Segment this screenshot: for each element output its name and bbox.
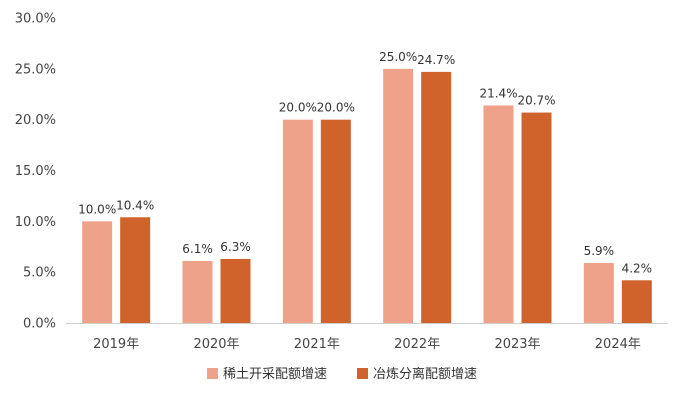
data-label: 6.3%: [220, 240, 251, 254]
bar-mining-quota: [282, 119, 313, 324]
x-tick-label: 2024年: [595, 337, 641, 352]
x-tick-label: 2020年: [193, 337, 239, 352]
data-label: 20.0%: [279, 101, 317, 115]
legend-label: 稀土开采配额增速: [223, 367, 327, 382]
bar-smelting-quota: [220, 258, 251, 323]
bar-smelting-quota: [621, 280, 652, 323]
data-label: 10.4%: [116, 198, 154, 212]
legend-swatch: [207, 368, 218, 379]
bars: 10.0% 10.4% 6.1% 6.3% 20.0% 20.0% 25.0% 24.7% 21…: [78, 50, 653, 324]
data-label: 10.0%: [78, 202, 116, 216]
data-label: 4.2%: [622, 261, 653, 275]
y-tick-label: 20.0%: [15, 113, 56, 128]
data-label: 25.0%: [379, 50, 417, 64]
legend: 稀土开采配额增速 冶炼分离配额增速: [207, 366, 477, 382]
y-tick-label: 25.0%: [15, 62, 56, 77]
bar-smelting-quota: [320, 119, 351, 324]
x-tick-label: 2019年: [93, 337, 139, 352]
y-tick-label: 5.0%: [23, 266, 56, 281]
bar-mining-quota: [182, 260, 213, 323]
bar-mining-quota: [583, 263, 614, 323]
x-tick-label: 2021年: [294, 337, 340, 352]
data-label: 6.1%: [182, 242, 213, 256]
y-tick-label: 15.0%: [15, 164, 56, 179]
bar-mining-quota: [483, 105, 514, 323]
bar-smelting-quota: [521, 112, 552, 323]
data-label: 20.0%: [317, 101, 355, 115]
y-axis: 0.0% 5.0% 10.0% 15.0% 20.0% 25.0% 30.0%: [15, 12, 56, 332]
x-tick-label: 2022年: [394, 337, 440, 352]
data-label: 5.9%: [584, 244, 615, 258]
data-label: 20.7%: [517, 94, 555, 108]
bar-smelting-quota: [120, 217, 151, 323]
y-tick-label: 30.0%: [15, 12, 56, 27]
bar-mining-quota: [383, 68, 414, 323]
y-tick-label: 0.0%: [23, 317, 56, 332]
bar-mining-quota: [82, 221, 113, 323]
y-tick-label: 10.0%: [15, 215, 56, 230]
bar-smelting-quota: [421, 71, 452, 323]
data-label: 21.4%: [479, 86, 517, 100]
data-label: 24.7%: [417, 53, 455, 67]
legend-swatch: [357, 368, 368, 379]
legend-label: 冶炼分离配额增速: [373, 366, 477, 382]
x-axis: 2019年 2020年 2021年 2022年 2023年 2024年: [93, 337, 641, 352]
x-tick-label: 2023年: [494, 337, 540, 352]
